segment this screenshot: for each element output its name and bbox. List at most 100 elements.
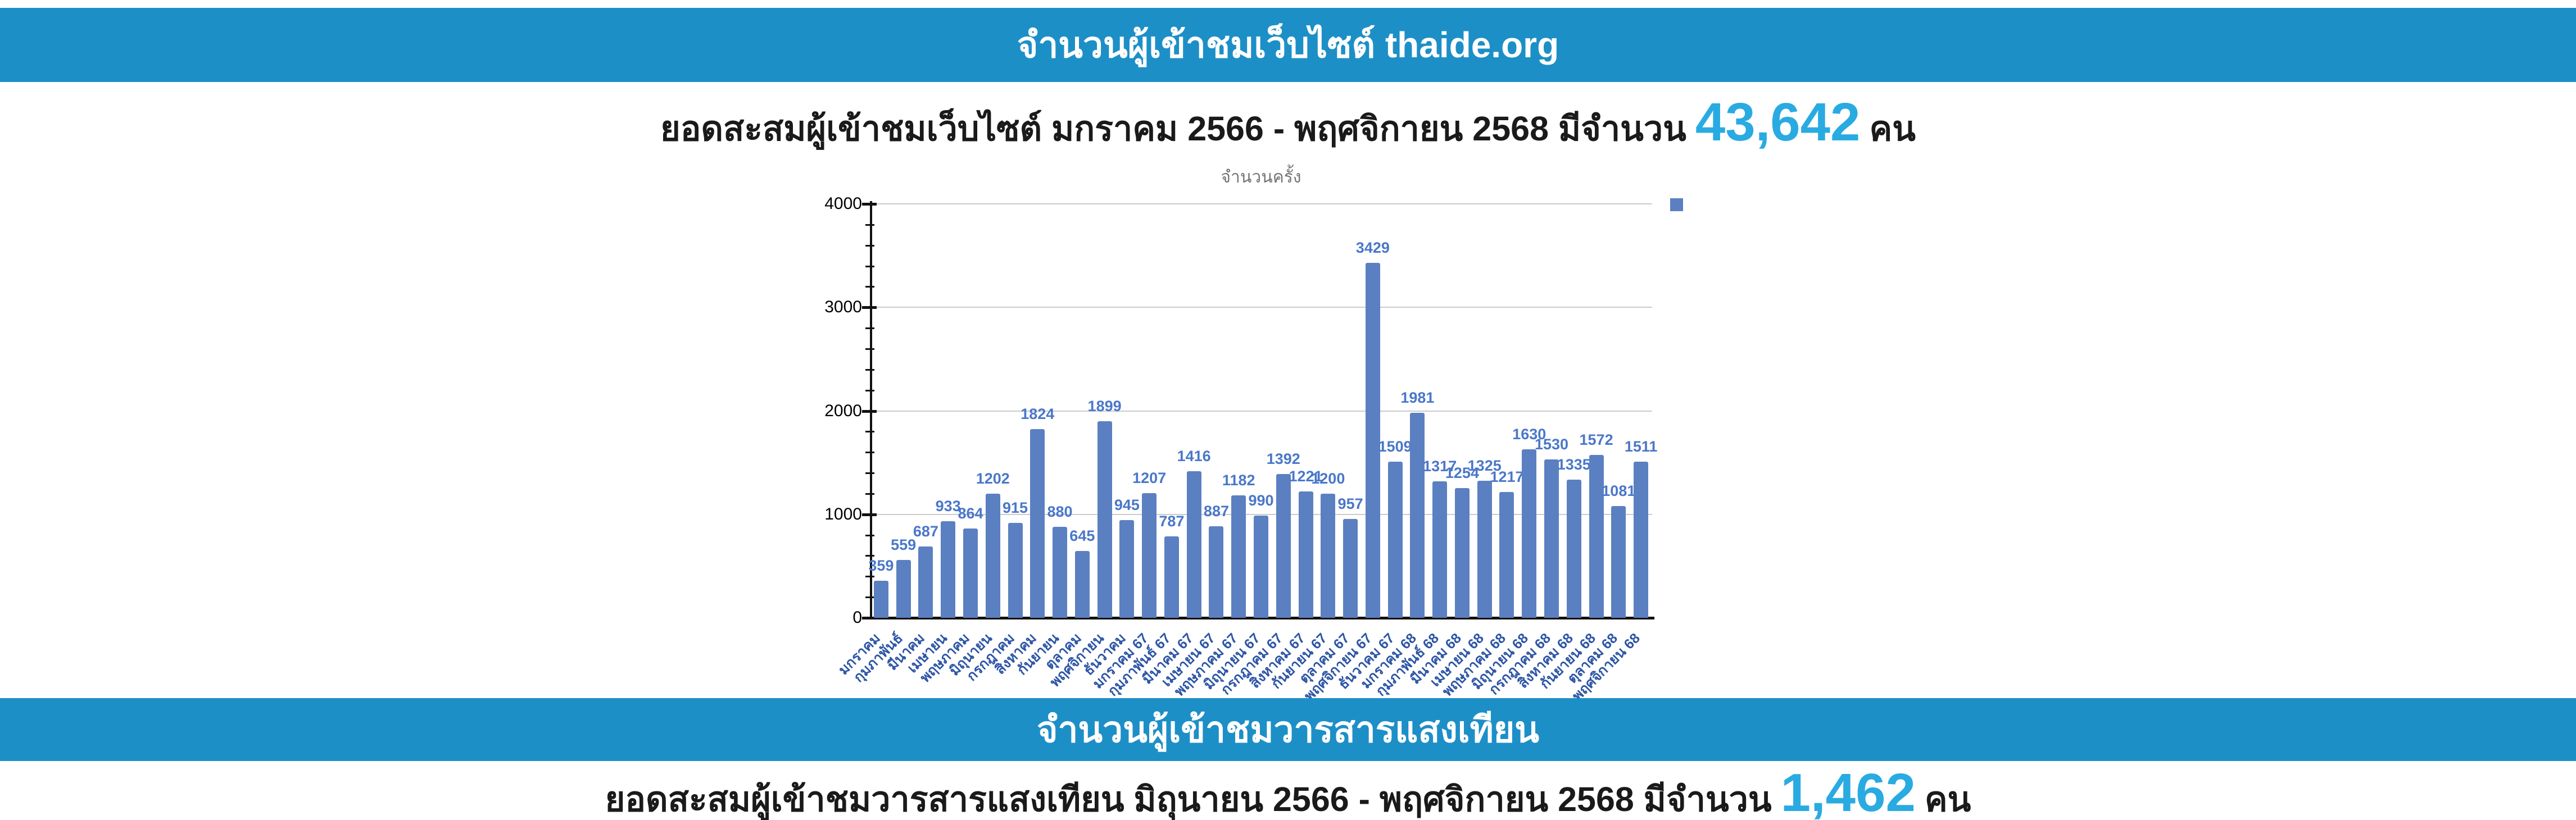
bar-value-label: 1317 <box>1423 458 1457 475</box>
bar-value-label: 1221 <box>1289 468 1323 485</box>
bar-value-label: 787 <box>1159 512 1185 530</box>
bar-value-label: 1335 <box>1557 456 1591 473</box>
y-axis-minor-tick <box>865 286 874 288</box>
y-axis-minor-tick <box>865 576 874 578</box>
y-axis-minor-tick <box>865 452 874 454</box>
gridline-1000 <box>872 513 1652 515</box>
y-axis-minor-tick <box>865 368 874 371</box>
y-axis-minor-tick <box>865 472 874 475</box>
bar-value-label: 1207 <box>1132 469 1167 486</box>
bar-กรกฎาคม 67 <box>1276 473 1291 618</box>
y-tick-label: 3000 <box>824 298 862 317</box>
bar-พฤษภาคม 67 <box>1231 495 1246 618</box>
bar-value-label: 1981 <box>1400 389 1435 406</box>
bar-value-label: 880 <box>1047 503 1073 520</box>
bar-กุมภาพันธ์ 67 <box>1164 536 1179 618</box>
journal-visitor-total: 1,462 <box>1780 763 1916 820</box>
bar-value-label: 3429 <box>1355 239 1390 257</box>
website-subtitle-text: ยอดสะสมผู้เข้าชมเว็บไซต์ มกราคม 2566 - พ… <box>660 110 1686 148</box>
bar-พฤษภาคม <box>963 528 978 618</box>
bar-มิถุนายน <box>985 493 1000 618</box>
bar-พฤศจิกายน <box>1097 421 1112 618</box>
bar-value-label: 559 <box>891 536 917 553</box>
bar-เมษายน 68 <box>1477 480 1492 618</box>
bar-มิถุนายน 67 <box>1254 515 1268 618</box>
y-axis-major-tick <box>862 203 877 206</box>
bar-value-label: 1509 <box>1378 438 1412 455</box>
bar-value-label: 1081 <box>1602 482 1636 499</box>
bar-มีนาคม 67 <box>1186 471 1201 618</box>
bar-พฤษภาคม 68 <box>1499 491 1514 618</box>
bar-มีนาคม 68 <box>1454 488 1470 618</box>
journal-subtitle-text: ยอดสะสมผู้เข้าชมวารสารแสงเทียน มิถุนายน … <box>605 780 1772 818</box>
bar-value-label: 945 <box>1114 496 1140 513</box>
website-header-bar: จำนวนผู้เข้าชมเว็บไซต์ thaide.org <box>0 8 2576 82</box>
bar-เมษายน 67 <box>1209 526 1224 618</box>
y-axis-minor-tick <box>865 244 874 247</box>
y-tick-label: 2000 <box>824 401 862 420</box>
bar-กันยายน <box>1053 526 1068 618</box>
chart-title: จำนวนครั้ง <box>1221 168 1301 186</box>
bar-value-label: 1200 <box>1311 470 1345 487</box>
website-visitor-total: 43,642 <box>1695 92 1861 152</box>
bar-มกราคม <box>873 580 888 618</box>
bar-value-label: 1630 <box>1512 425 1546 443</box>
bar-มีนาคม <box>918 546 933 618</box>
website-subtitle: ยอดสะสมผู้เข้าชมเว็บไซต์ มกราคม 2566 - พ… <box>0 94 2576 162</box>
bar-value-label: 1899 <box>1087 398 1122 415</box>
y-tick-label: 0 <box>852 608 862 627</box>
bar-สิงหาคม 68 <box>1566 480 1581 618</box>
bar-มกราคม 67 <box>1142 493 1157 618</box>
y-tick-label: 4000 <box>824 194 862 213</box>
bar-value-label: 1254 <box>1445 464 1479 481</box>
gridline-2000 <box>872 410 1652 412</box>
bar-value-label: 1217 <box>1490 468 1524 485</box>
bar-value-label: 915 <box>1002 499 1028 517</box>
y-axis-major-tick <box>862 617 877 619</box>
website-subtitle-unit: คน <box>1869 110 1916 148</box>
bar-value-label: 1530 <box>1534 436 1569 453</box>
y-axis-minor-tick <box>865 431 874 433</box>
bar-value-label: 1511 <box>1624 438 1658 455</box>
x-axis <box>868 617 1654 619</box>
y-axis-minor-tick <box>865 534 874 536</box>
bar-value-label: 887 <box>1203 502 1229 520</box>
journal-header-title: จำนวนผู้เข้าชมวารสารแสงเทียน <box>1036 709 1540 750</box>
bar-ธันวาคม <box>1119 520 1135 618</box>
bar-มกราคม 68 <box>1410 413 1425 618</box>
bar-value-label: 645 <box>1069 527 1095 545</box>
bar-value-label: 1572 <box>1579 431 1613 449</box>
bar-กันยายน 68 <box>1589 455 1604 618</box>
y-axis-minor-tick <box>865 265 874 267</box>
bar-value-label: 1416 <box>1177 448 1211 465</box>
bar-ตุลาคม <box>1074 551 1090 618</box>
y-axis-minor-tick <box>865 224 874 226</box>
bar-value-label: 687 <box>913 523 938 540</box>
bar-สิงหาคม <box>1030 429 1045 618</box>
bar-value-label: 933 <box>935 498 961 515</box>
bar-พฤศจิกายน 67 <box>1365 263 1380 618</box>
bar-value-label: 1325 <box>1467 457 1502 474</box>
y-axis-minor-tick <box>865 493 874 495</box>
bar-กันยายน 67 <box>1321 493 1336 618</box>
y-tick-label: 1000 <box>824 504 862 523</box>
y-axis-major-tick <box>862 409 877 413</box>
bar-ธันวาคม 67 <box>1387 461 1403 618</box>
bar-กรกฎาคม 68 <box>1544 459 1559 618</box>
bar-value-label: 990 <box>1248 491 1274 509</box>
bar-value-label: 864 <box>958 504 983 522</box>
website-header-title: จำนวนผู้เข้าชมเว็บไซต์ thaide.org <box>1017 25 1559 65</box>
bar-value-label: 1824 <box>1021 405 1055 422</box>
bar-value-label: 957 <box>1337 495 1363 512</box>
y-axis-minor-tick <box>865 327 874 330</box>
bar-กุมภาพันธ์ 68 <box>1432 481 1448 618</box>
bar-ตุลาคม 67 <box>1343 518 1358 618</box>
bar-value-label: 359 <box>868 557 894 574</box>
gridline-4000 <box>872 203 1652 204</box>
bar-เมษายน <box>941 521 956 618</box>
journal-header-bar: จำนวนผู้เข้าชมวารสารแสงเทียน <box>0 698 2576 761</box>
y-axis-major-tick <box>862 513 877 516</box>
bar-value-label: 1392 <box>1266 450 1300 467</box>
bar-สิงหาคม 67 <box>1298 491 1313 618</box>
